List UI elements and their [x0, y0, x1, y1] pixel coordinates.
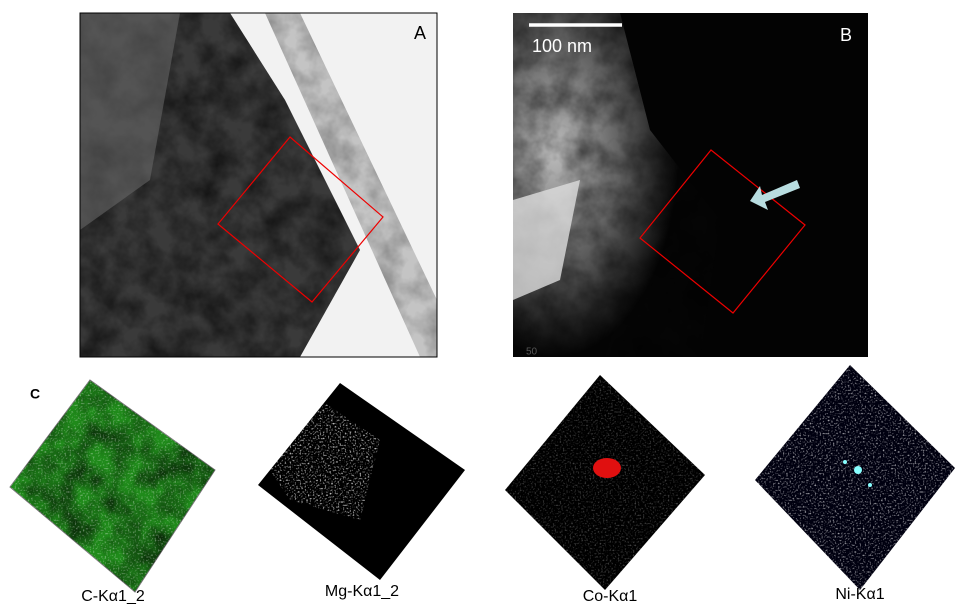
panel-b: 100 nm 50 B [513, 13, 868, 358]
map-nickel: Ni-Kα1 [755, 365, 955, 603]
corner-text: 50 [526, 347, 538, 358]
scale-bar-label: 100 nm [532, 36, 592, 56]
map-cobalt: Co-Kα1 [505, 375, 705, 605]
panel-label: A [414, 23, 426, 43]
map-carbon: C-Kα1_2 [10, 380, 215, 605]
panel-a: A [80, 13, 437, 357]
map-label: Mg-Kα1_2 [325, 583, 399, 600]
map-label: Co-Kα1 [583, 588, 638, 605]
map-label: Ni-Kα1 [835, 586, 884, 603]
figure: A 100 nm 50 B C C-Kα1_2 Mg-Kα1_2 Co-Kα1 … [0, 0, 957, 605]
map-label: C-Kα1_2 [81, 588, 145, 605]
panel-label: C [30, 386, 40, 402]
panel-label: B [840, 25, 852, 45]
map-magnesium: Mg-Kα1_2 [258, 383, 465, 600]
